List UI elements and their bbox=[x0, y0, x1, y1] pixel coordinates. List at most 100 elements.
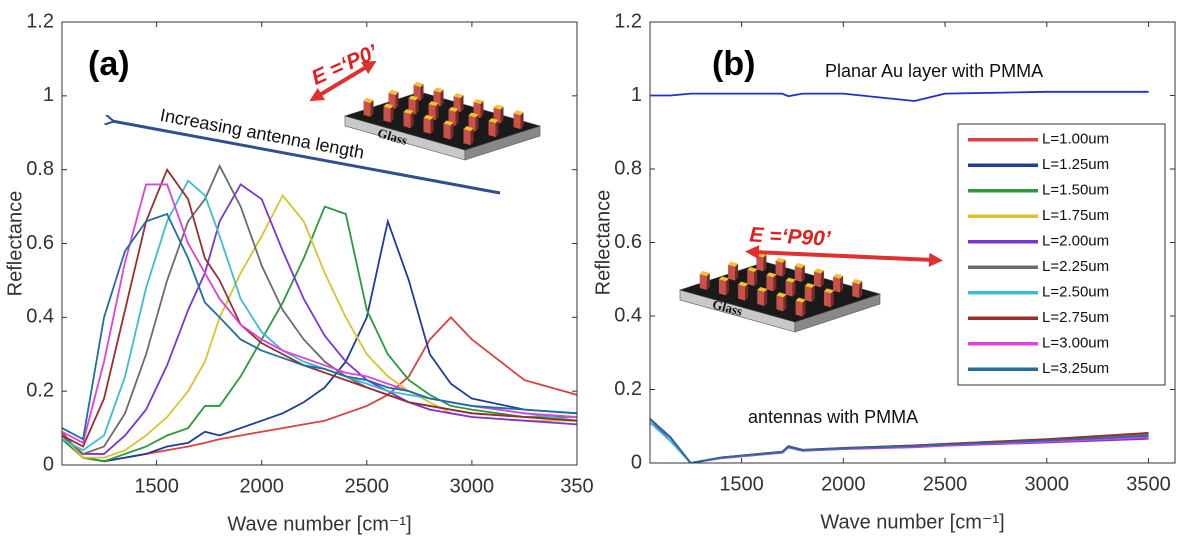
antenna-side bbox=[430, 116, 434, 134]
antenna-front bbox=[804, 286, 812, 302]
antenna-front bbox=[795, 300, 803, 317]
antenna-side bbox=[470, 128, 474, 146]
antenna-top bbox=[473, 98, 484, 104]
antenna-top bbox=[433, 87, 444, 93]
antenna-side bbox=[410, 111, 414, 129]
y-tick-label: 1 bbox=[631, 84, 642, 106]
y-tick-label: 0 bbox=[631, 451, 642, 473]
y-tick-label: 0.2 bbox=[26, 379, 54, 401]
antenna-top bbox=[785, 277, 796, 283]
legend-label: L=2.25um bbox=[1042, 258, 1109, 275]
antenna-front bbox=[747, 270, 755, 286]
antenna-front bbox=[443, 123, 451, 140]
antenna-front bbox=[813, 271, 821, 288]
data-line bbox=[62, 218, 577, 463]
antenna-side bbox=[764, 289, 768, 306]
legend-label: L=1.50um bbox=[1042, 182, 1109, 199]
antenna-top bbox=[443, 120, 454, 126]
x-tick-label: 3500 bbox=[1126, 473, 1171, 495]
y-axis-label: Reflectance bbox=[592, 190, 614, 296]
field-arrow bbox=[309, 60, 377, 102]
antenna-front bbox=[513, 113, 521, 130]
y-tick-label: 1.2 bbox=[614, 10, 642, 32]
antenna-side bbox=[811, 285, 815, 302]
legend-label: L=1.25um bbox=[1042, 156, 1109, 173]
antenna-front bbox=[699, 274, 707, 290]
panel-a: 0 0.2 0.4 0.6 0.8 1 1.2 1500 2000 2500 3000 350 Wave… bbox=[4, 10, 593, 535]
antenna-side bbox=[840, 275, 844, 293]
y-tick-label: 0 bbox=[43, 453, 54, 475]
antenna-side bbox=[801, 265, 805, 282]
x-tick-label: 350 bbox=[560, 475, 593, 497]
x-tick-label: 3000 bbox=[1025, 473, 1070, 495]
antenna-side bbox=[792, 279, 796, 297]
antenna-side bbox=[460, 95, 464, 113]
y-tick-label: 1 bbox=[43, 84, 54, 106]
antenna-side bbox=[420, 83, 424, 101]
antenna-top bbox=[463, 126, 474, 132]
antenna-top bbox=[423, 114, 434, 120]
antenna-side bbox=[455, 108, 459, 126]
y-tick-label: 0.8 bbox=[26, 158, 54, 180]
antenna-front bbox=[728, 264, 736, 281]
antenna-front bbox=[833, 276, 841, 293]
antenna-side bbox=[745, 283, 749, 301]
antenna-side bbox=[440, 89, 444, 107]
antenna-top bbox=[718, 276, 729, 282]
x-tick-label: 3000 bbox=[450, 475, 495, 497]
antenna-top bbox=[493, 104, 504, 110]
antenna-top bbox=[833, 273, 844, 279]
panel-label: (b) bbox=[712, 45, 755, 83]
antenna-front bbox=[775, 260, 783, 277]
field-label: E =‘P90’ bbox=[749, 223, 832, 250]
sample-label: antennas with PMMA bbox=[748, 407, 918, 427]
antenna-side bbox=[480, 100, 484, 118]
antenna-side bbox=[783, 294, 787, 312]
y-tick-label: 0.6 bbox=[614, 231, 642, 253]
y-tick-label: 0.4 bbox=[614, 304, 642, 326]
data-line bbox=[62, 183, 577, 455]
antenna-top bbox=[383, 103, 394, 109]
antenna-front bbox=[776, 295, 784, 312]
legend-label: L=3.25um bbox=[1042, 360, 1109, 377]
antenna-top bbox=[852, 279, 863, 284]
y-tick-label: 1.2 bbox=[26, 10, 54, 32]
antenna-side bbox=[415, 97, 419, 115]
panel-b: 0 0.2 0.4 0.6 0.8 1 1.2 1500 2000 2500 3000 3500 Wav… bbox=[592, 10, 1176, 533]
antenna-front bbox=[463, 129, 471, 146]
antenna-side bbox=[763, 254, 767, 272]
antenna-side bbox=[450, 122, 454, 140]
antenna-side bbox=[500, 106, 504, 124]
antenna-top bbox=[728, 261, 739, 267]
x-axis-label: Wave number [cm⁻¹] bbox=[227, 513, 411, 535]
antenna-top bbox=[823, 288, 834, 294]
x-axis-label: Wave number [cm⁻¹] bbox=[820, 511, 1004, 533]
antenna-side bbox=[370, 99, 374, 117]
antenna-side bbox=[735, 263, 739, 281]
y-tick-label: 0.6 bbox=[26, 232, 54, 254]
antenna-top bbox=[468, 112, 479, 118]
field-arrow bbox=[745, 245, 943, 267]
antenna-side bbox=[475, 114, 479, 132]
x-tick-label: 2000 bbox=[821, 473, 866, 495]
antenna-side bbox=[754, 269, 758, 286]
antenna-side bbox=[495, 120, 499, 138]
antenna-top bbox=[513, 110, 524, 116]
antenna-front bbox=[766, 275, 774, 292]
antenna-side bbox=[435, 103, 439, 121]
antenna-top bbox=[795, 297, 806, 303]
antenna-front bbox=[794, 266, 802, 282]
antenna-side bbox=[830, 290, 834, 308]
antenna-side bbox=[773, 274, 777, 292]
antenna-top bbox=[408, 95, 419, 101]
antenna-side bbox=[859, 281, 863, 298]
y-tick-label: 0.4 bbox=[26, 306, 54, 328]
antenna-front bbox=[738, 284, 746, 301]
antenna-front bbox=[383, 106, 391, 123]
antenna-side bbox=[725, 278, 729, 296]
y-tick-label: 0.8 bbox=[614, 157, 642, 179]
legend-label: L=2.00um bbox=[1042, 233, 1109, 250]
y-axis-label: Reflectance bbox=[4, 191, 26, 297]
